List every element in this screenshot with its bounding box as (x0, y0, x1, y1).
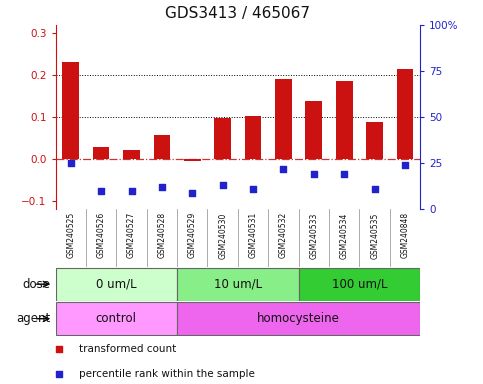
Bar (177, 302, 420, 335)
Bar (177, 268, 298, 301)
Title: GDS3413 / 465067: GDS3413 / 465067 (165, 6, 311, 21)
Point (128, 188, 135, 194)
Point (267, 270, 275, 276)
Text: GSM240533: GSM240533 (309, 212, 318, 258)
Text: GSM240535: GSM240535 (370, 212, 379, 258)
Point (280, 166, 287, 172)
Point (341, 171, 348, 177)
Text: GSM240528: GSM240528 (157, 212, 167, 258)
Bar (56, 302, 177, 335)
Bar (336, 81, 353, 159)
Text: GSM240531: GSM240531 (249, 212, 257, 258)
Text: homocysteine: homocysteine (257, 312, 340, 325)
Bar (305, 101, 322, 159)
Text: GSM240526: GSM240526 (97, 212, 106, 258)
Bar (123, 150, 140, 159)
Text: GSM240532: GSM240532 (279, 212, 288, 258)
Bar (397, 69, 413, 159)
Bar (154, 135, 170, 159)
Point (371, 186, 379, 192)
Text: transformed count: transformed count (79, 344, 176, 354)
Point (188, 190, 196, 196)
Point (158, 184, 166, 190)
Text: GSM240529: GSM240529 (188, 212, 197, 258)
Text: GSM240848: GSM240848 (400, 212, 410, 258)
Text: agent: agent (16, 312, 51, 325)
Text: GSM240525: GSM240525 (66, 212, 75, 258)
Point (310, 171, 318, 177)
Bar (214, 118, 231, 159)
Point (219, 182, 227, 189)
Text: 10 um/L: 10 um/L (214, 278, 262, 291)
Bar (62, 62, 79, 159)
Point (67, 160, 74, 166)
Text: GSM240527: GSM240527 (127, 212, 136, 258)
Text: control: control (96, 312, 137, 325)
Bar (366, 122, 383, 159)
Text: 0 um/L: 0 um/L (96, 278, 137, 291)
Bar (298, 268, 420, 301)
Text: dose: dose (23, 278, 51, 291)
Text: GSM240530: GSM240530 (218, 212, 227, 258)
Bar (93, 147, 110, 159)
Bar (275, 79, 292, 159)
Bar (184, 159, 200, 161)
Point (249, 186, 257, 192)
Point (97, 188, 105, 194)
Bar (56, 268, 177, 301)
Point (401, 162, 409, 168)
Bar (245, 116, 261, 159)
Text: GSM240534: GSM240534 (340, 212, 349, 258)
Text: 100 um/L: 100 um/L (332, 278, 387, 291)
Text: percentile rank within the sample: percentile rank within the sample (79, 369, 255, 379)
Point (267, 43, 275, 49)
